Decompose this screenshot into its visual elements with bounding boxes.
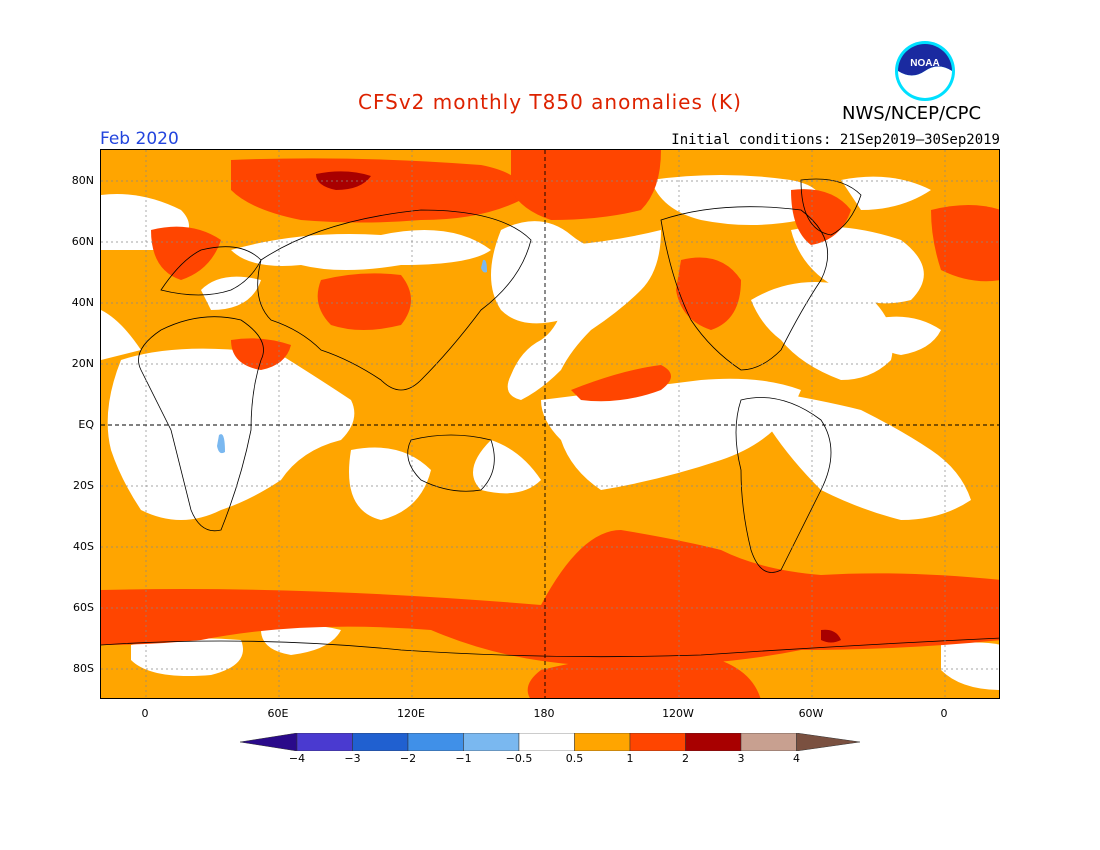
coastlines — [101, 178, 999, 658]
lat-label-eq: EQ — [78, 418, 94, 431]
lon-label-0: 0 — [141, 707, 149, 720]
anomaly-map — [100, 149, 1000, 699]
colorbar-label-4: 4 — [793, 752, 800, 765]
lat-label-60s: 60S — [73, 601, 94, 614]
lat-label-40s: 40S — [73, 540, 94, 553]
noaa-logo: NOAA — [895, 41, 955, 101]
valid-month-label: Feb 2020 — [100, 129, 179, 149]
colorbar-cell-05-1 — [574, 733, 631, 751]
lon-label-120w: 120W — [662, 707, 694, 720]
lat-label-40n: 40N — [71, 296, 94, 309]
colorbar-cell-neg2-neg1 — [407, 733, 464, 751]
initial-conditions-label: Initial conditions: 21Sep2019–30Sep2019 — [671, 132, 1000, 148]
colorbar-label-2: 2 — [682, 752, 689, 765]
colorbar-cell-neg1-neg05 — [463, 733, 520, 751]
lon-label-0-right: 0 — [940, 707, 948, 720]
bin-neg-1-0-5-regions — [217, 259, 487, 454]
lon-label-120e: 120E — [397, 707, 425, 720]
colorbar-label-neg1: −1 — [455, 752, 472, 765]
lon-label-60w: 60W — [798, 707, 824, 720]
neutral-regions — [101, 175, 999, 690]
colorbar-cell-2-3 — [685, 733, 742, 751]
colorbar-cell-neg3-neg2 — [352, 733, 409, 751]
agency-label: NWS/NCEP/CPC — [842, 103, 982, 124]
colorbar-cell-3-4 — [740, 733, 797, 751]
colorbar-cell-1-2 — [629, 733, 686, 751]
colorbar-cell-lt-neg4 — [240, 733, 298, 751]
colorbar-cell-neg4-neg3 — [296, 733, 353, 751]
lon-label-60e: 60E — [267, 707, 289, 720]
bin-2-3-regions — [316, 171, 841, 643]
lat-label-80n: 80N — [71, 174, 94, 187]
logo-text: NOAA — [910, 58, 939, 69]
lat-label-80s: 80S — [73, 662, 94, 675]
colorbar-label-3: 3 — [737, 752, 745, 765]
map-canvas — [101, 150, 999, 698]
lon-label-180: 180 — [533, 707, 555, 720]
colorbar-label-neg05: −0.5 — [505, 752, 533, 765]
colorbar-label-neg3: −3 — [344, 752, 361, 765]
colorbar-label-05: 0.5 — [565, 752, 584, 765]
colorbar-label-1: 1 — [626, 752, 634, 765]
colorbar — [240, 733, 861, 751]
colorbar-cell-gt-4 — [796, 733, 861, 751]
lat-label-20s: 20S — [73, 479, 94, 492]
bin-1-2-regions — [101, 150, 999, 698]
lat-label-60n: 60N — [71, 235, 94, 248]
colorbar-label-neg4: −4 — [288, 752, 306, 765]
colorbar-cell-neutral — [518, 733, 575, 751]
lat-label-20n: 20N — [71, 357, 94, 370]
reference-lines — [101, 150, 999, 698]
map-title: CFSv2 monthly T850 anomalies (K) — [358, 90, 742, 114]
colorbar-label-neg2: −2 — [399, 752, 417, 765]
